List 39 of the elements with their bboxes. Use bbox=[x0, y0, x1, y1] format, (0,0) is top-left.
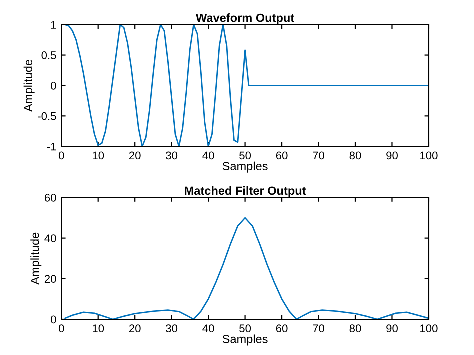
line-series bbox=[64, 24, 429, 147]
y-tick-label: 0 bbox=[51, 316, 56, 324]
y-tick-label: 20 bbox=[44, 275, 56, 284]
x-tick-label: 0 bbox=[58, 324, 64, 333]
chart-title: Matched Filter Output bbox=[185, 186, 306, 198]
line-series bbox=[64, 217, 429, 320]
x-tick-label: 0 bbox=[58, 152, 64, 160]
y-tick-label: 60 bbox=[44, 194, 56, 202]
x-tick-label: 20 bbox=[129, 324, 141, 333]
y-tick-label: 40 bbox=[44, 234, 56, 242]
x-tick-label: 70 bbox=[313, 152, 325, 160]
x-tick-label: 50 bbox=[240, 152, 252, 160]
chart-title: Waveform Output bbox=[196, 14, 294, 25]
x-tick-label: 40 bbox=[202, 152, 214, 160]
x-axis-title: Samples bbox=[222, 334, 268, 346]
x-tick-label: 10 bbox=[93, 152, 104, 160]
x-tick-label: 10 bbox=[93, 324, 104, 333]
x-tick-label: 30 bbox=[166, 152, 178, 160]
x-tick-label: 20 bbox=[129, 152, 141, 160]
x-tick-label: 60 bbox=[276, 324, 288, 333]
y-tick-label: 0.5 bbox=[42, 52, 56, 60]
x-tick-label: 40 bbox=[202, 324, 214, 333]
x-tick-label: 80 bbox=[350, 152, 362, 160]
x-tick-label: 100 bbox=[420, 324, 438, 333]
x-tick-label: 70 bbox=[313, 324, 325, 333]
x-tick-label: 60 bbox=[276, 152, 288, 160]
x-axis-title: Samples bbox=[222, 162, 268, 173]
y-axis-title: Amplitude bbox=[30, 232, 42, 285]
x-tick-label: 50 bbox=[240, 324, 252, 333]
y-tick-label: 1 bbox=[51, 21, 56, 29]
y-axis-title: Amplitude bbox=[24, 60, 35, 112]
x-tick-label: 100 bbox=[420, 152, 438, 160]
x-tick-label: 90 bbox=[386, 324, 398, 333]
y-tick-label: 0 bbox=[51, 82, 56, 90]
x-tick-label: 80 bbox=[350, 324, 362, 333]
x-tick-label: 90 bbox=[386, 152, 398, 160]
y-tick-label: -0.5 bbox=[38, 112, 56, 120]
x-tick-label: 30 bbox=[166, 324, 178, 333]
y-tick-label: -1 bbox=[47, 142, 56, 151]
